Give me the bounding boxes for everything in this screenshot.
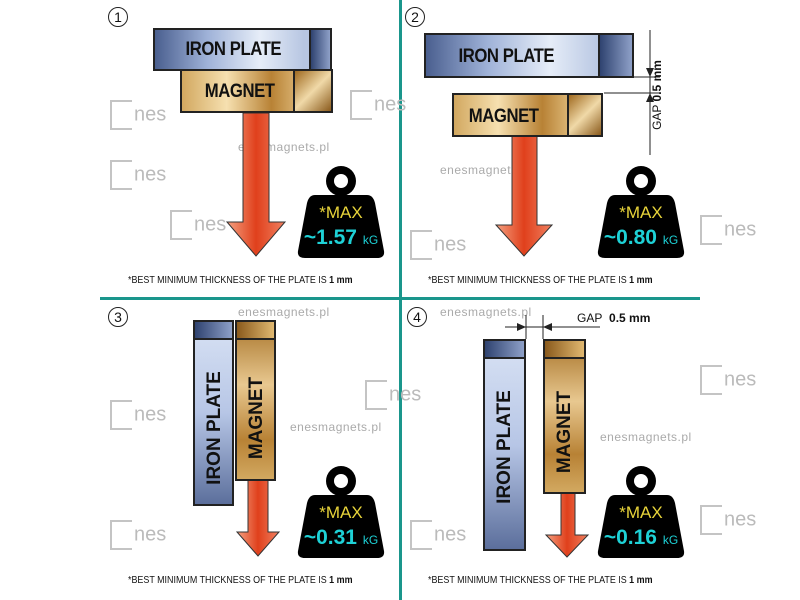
horizontal-divider	[100, 297, 700, 300]
footnote: *BEST MINIMUM THICKNESS OF THE PLATE IS …	[428, 274, 653, 286]
watermark-logo: nes	[350, 90, 406, 120]
watermark-logo: nes	[700, 365, 756, 395]
iron-plate-label: IRON PLATE	[204, 371, 225, 485]
iron-plate-edge	[195, 322, 232, 340]
force-value: ~0.31 kG	[303, 526, 379, 549]
magnet-label: MAGNET	[554, 390, 575, 474]
watermark-text: enesmagnets.pl	[600, 430, 692, 444]
magnet-label: MAGNET	[246, 376, 267, 460]
gap-label: GAP	[577, 311, 603, 325]
arrow-down-icon	[235, 479, 281, 557]
iron-plate-label: IRON PLATE	[185, 39, 282, 60]
panel-number: 1	[108, 7, 128, 27]
watermark-logo: nes	[110, 100, 166, 130]
magnet-block: MAGNET	[235, 320, 276, 481]
gap-label: GAP	[649, 104, 664, 130]
iron-plate-block: IRON PLATE	[193, 320, 234, 506]
magnet-block: MAGNET	[180, 69, 333, 113]
arrow-down-icon	[225, 112, 287, 257]
watermark-logo: nes	[365, 380, 421, 410]
max-label: *MAX	[619, 203, 663, 222]
weight-badge: *MAX ~0.80 kG	[597, 163, 685, 264]
panel-number: 4	[407, 307, 427, 327]
arrow-down-icon	[544, 492, 590, 558]
weight-badge: *MAX ~1.57 kG	[297, 163, 385, 264]
watermark-logo: nes	[110, 160, 166, 190]
weight-icon	[297, 466, 385, 558]
watermark-logo: nes	[410, 520, 466, 550]
weight-badge: *MAX ~0.16 kG	[597, 463, 685, 564]
magnet-block: MAGNET	[452, 93, 603, 137]
gap-value: 0.5 mm	[649, 60, 664, 102]
magnet-edge	[237, 322, 274, 340]
iron-plate-block: IRON PLATE	[153, 28, 332, 71]
iron-plate-block: IRON PLATE	[483, 339, 526, 551]
max-label: *MAX	[619, 503, 663, 522]
magnet-edge	[567, 95, 601, 135]
watermark-text: enesmagnets.pl	[290, 420, 382, 434]
max-label: *MAX	[319, 203, 363, 222]
watermark-text: enesmagnets.pl	[440, 163, 532, 177]
iron-plate-label: IRON PLATE	[494, 390, 515, 504]
watermark-text: enesmagnets.pl	[238, 305, 330, 319]
gap-annotation: GAP 0.5 mm	[650, 60, 664, 130]
magnet-label: MAGNET	[468, 106, 539, 127]
magnet-block: MAGNET	[543, 339, 586, 494]
watermark-logo: nes	[110, 520, 166, 550]
weight-badge: *MAX ~0.31 kG	[297, 463, 385, 564]
iron-plate-edge	[309, 30, 330, 69]
force-value: ~1.57 kG	[303, 226, 379, 249]
max-label: *MAX	[319, 503, 363, 522]
footnote: *BEST MINIMUM THICKNESS OF THE PLATE IS …	[128, 574, 353, 586]
panel-number: 2	[405, 7, 425, 27]
force-value: ~0.16 kG	[603, 526, 679, 549]
vertical-divider	[399, 0, 402, 600]
watermark-text: enesmagnets.pl	[440, 305, 532, 319]
gap-annotation: GAP 0.5 mm	[577, 311, 650, 325]
force-value: ~0.80 kG	[603, 226, 679, 249]
iron-plate-edge	[485, 341, 524, 359]
weight-icon	[597, 166, 685, 258]
watermark-logo: nes	[700, 215, 756, 245]
magnet-edge	[293, 71, 331, 111]
watermark-logo: nes	[110, 400, 166, 430]
footnote: *BEST MINIMUM THICKNESS OF THE PLATE IS …	[128, 274, 353, 286]
weight-icon	[597, 466, 685, 558]
arrow-down-icon	[494, 135, 554, 257]
watermark-logo: nes	[700, 505, 756, 535]
watermark-logo: nes	[170, 210, 226, 240]
panel-number: 3	[108, 307, 128, 327]
watermark-logo: nes	[410, 230, 466, 260]
footnote: *BEST MINIMUM THICKNESS OF THE PLATE IS …	[428, 574, 653, 586]
weight-icon	[297, 166, 385, 258]
magnet-label: MAGNET	[204, 81, 275, 102]
magnet-edge	[545, 341, 584, 359]
iron-plate-label: IRON PLATE	[458, 46, 555, 67]
iron-plate-edge	[598, 35, 632, 76]
gap-value: 0.5 mm	[609, 311, 651, 325]
iron-plate-block: IRON PLATE	[424, 33, 634, 78]
